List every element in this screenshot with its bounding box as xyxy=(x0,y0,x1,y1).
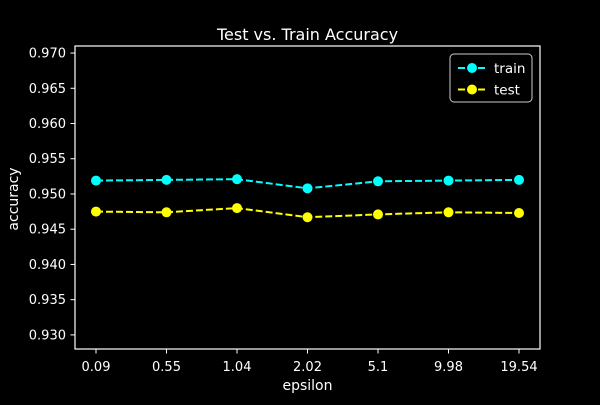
y-tick-label: 0.935 xyxy=(29,293,66,308)
test-data-point xyxy=(373,209,383,220)
x-axis: 0.09 0.55 1.04 2.02 5.1 9.98 19.54 xyxy=(82,349,538,375)
plot-frame xyxy=(74,45,541,350)
test-data-point xyxy=(232,203,242,214)
y-tick-label: 0.930 xyxy=(29,328,66,343)
y-tick-label: 0.955 xyxy=(29,152,66,167)
y-tick-label: 0.945 xyxy=(29,223,66,238)
train-data-point xyxy=(232,174,242,185)
x-tick-label: 2.02 xyxy=(293,360,322,375)
plot-series xyxy=(91,174,524,223)
legend-marker-test xyxy=(467,84,477,95)
legend-label-test: test xyxy=(494,83,520,99)
x-tick-label: 5.1 xyxy=(368,360,389,375)
train-data-point xyxy=(161,174,172,185)
x-tick-label: 1.04 xyxy=(223,360,252,375)
train-data-point xyxy=(373,176,383,187)
legend-label-train: train xyxy=(494,61,525,77)
y-tick-label: 0.970 xyxy=(29,47,66,62)
y-tick-label: 0.940 xyxy=(29,258,66,273)
train-data-point xyxy=(302,183,313,194)
x-tick-label: 9.98 xyxy=(434,360,463,375)
train-data-point xyxy=(514,174,524,185)
y-tick-label: 0.950 xyxy=(29,187,66,202)
y-axis-label: accuracy xyxy=(6,167,22,230)
y-tick-label: 0.965 xyxy=(29,82,66,97)
x-tick-label: 19.54 xyxy=(500,360,537,375)
test-data-point xyxy=(161,207,172,218)
legend: train test xyxy=(449,53,533,103)
x-axis-label: epsilon xyxy=(282,378,332,394)
chart-title: Test vs. Train Accuracy xyxy=(216,25,398,44)
test-data-point xyxy=(443,207,454,218)
y-axis: 0.930 0.935 0.940 0.945 0.950 0.955 0.960 0.965… xyxy=(29,47,75,343)
test-data-point xyxy=(91,206,101,217)
test-data-point xyxy=(302,212,313,223)
test-data-point xyxy=(514,208,524,219)
train-data-point xyxy=(91,175,101,186)
x-tick-label: 0.55 xyxy=(152,360,181,375)
legend-marker-train xyxy=(467,63,477,73)
y-tick-label: 0.960 xyxy=(29,117,66,132)
x-tick-label: 0.09 xyxy=(82,360,111,375)
train-data-point xyxy=(443,175,454,186)
